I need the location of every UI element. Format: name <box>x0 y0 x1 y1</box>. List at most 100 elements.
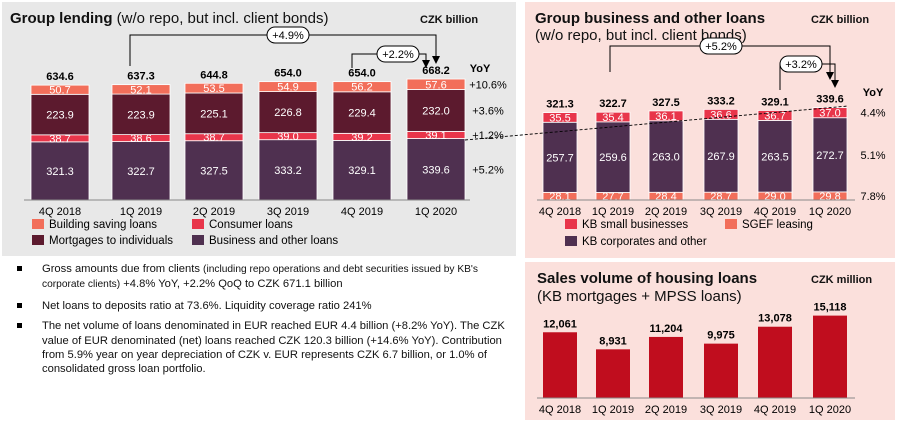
legend-swatch <box>192 235 204 245</box>
housing-sales-subtitle: (KB mortgages + MPSS loans) <box>537 288 742 305</box>
data-label: 35.4 <box>602 112 623 124</box>
bullet-square-icon <box>17 323 22 329</box>
data-label: 54.9 <box>277 82 298 94</box>
data-label: 37.0 <box>819 108 840 120</box>
group-lending-chart: 321.3 38.7 223.9 50.7 634.6 4Q 2018 322.7 38.6 2… <box>24 26 507 247</box>
category-label: 4Q 2019 <box>341 206 383 218</box>
data-label: 28.1 <box>549 191 570 203</box>
total-label: 339.6 <box>816 94 844 106</box>
group-business-panel: Group business and other loans (w/o repo… <box>525 2 895 258</box>
data-label: 272.7 <box>816 150 844 162</box>
bar-segment <box>111 84 171 95</box>
bullet-square-icon <box>17 266 22 271</box>
bullet-item: The net volume of loans denominated in E… <box>14 319 518 377</box>
data-label: 38.6 <box>130 133 151 145</box>
data-label: 29.0 <box>764 191 785 203</box>
bar-segment <box>406 78 466 90</box>
total-label: 329.1 <box>761 96 789 108</box>
total-label: 321.3 <box>546 99 574 111</box>
data-label: 35.5 <box>549 112 570 124</box>
data-label: 28.7 <box>710 191 731 203</box>
bar-segment <box>332 81 392 93</box>
data-label: 56.2 <box>351 82 372 94</box>
bar-segment <box>111 93 171 136</box>
data-label: 321.3 <box>46 166 74 178</box>
data-label: 329.1 <box>348 165 376 177</box>
data-label: 267.9 <box>707 151 735 163</box>
data-label: 11,204 <box>649 323 683 335</box>
group-business-title: Group business and other loans <box>535 10 766 27</box>
data-label: 223.9 <box>127 109 155 121</box>
data-label: 29.8 <box>819 191 840 203</box>
bar-segment <box>332 140 392 201</box>
total-label: 654.0 <box>348 68 376 80</box>
legend-label: Building saving loans <box>49 219 157 231</box>
yoy-header: YoY <box>863 87 884 99</box>
legend-swatch <box>32 235 44 245</box>
yoy-value: 5.1% <box>860 150 885 162</box>
housing-sales-panel: Sales volume of housing loans (KB mortga… <box>525 262 895 420</box>
bar-segment <box>258 139 318 201</box>
total-label: 654.0 <box>274 68 302 80</box>
bar <box>596 349 630 398</box>
data-label: 39.0 <box>277 131 298 143</box>
group-lending-panel: Group lending (w/o repo, but incl. clien… <box>2 2 516 256</box>
bar-segment <box>30 84 90 95</box>
legend-swatch <box>192 219 204 229</box>
bar <box>543 332 577 398</box>
data-label: 57.6 <box>425 79 446 91</box>
total-label: 637.3 <box>127 71 155 83</box>
data-label: 15,118 <box>813 302 846 314</box>
category-label: 1Q 2019 <box>592 206 634 218</box>
category-label: 1Q 2020 <box>809 404 851 416</box>
yoy-header: YoY <box>470 63 491 75</box>
category-label: 2Q 2019 <box>193 206 235 218</box>
data-label: 28.4 <box>655 191 676 203</box>
housing-sales-title: Sales volume of housing loans <box>537 270 758 287</box>
growth-arrow-label: +4.9% <box>272 30 304 42</box>
legend-label: Business and other loans <box>209 235 338 247</box>
category-label: 1Q 2019 <box>120 206 162 218</box>
bar-segment <box>258 81 318 92</box>
data-label: 333.2 <box>274 165 302 177</box>
growth-arrow-badge <box>779 55 823 73</box>
data-label: 13,078 <box>758 313 792 325</box>
legend-label: KB corporates and other <box>582 236 707 248</box>
housing-sales-chart: 12,061 4Q 2018 8,931 1Q 2019 11,204 2Q 2019 9,… <box>537 302 855 416</box>
total-label: 634.6 <box>46 71 74 83</box>
legend-swatch <box>32 219 44 229</box>
category-label: 2Q 2019 <box>645 404 687 416</box>
bar-segment <box>406 138 466 201</box>
growth-arrow-badge <box>699 37 743 55</box>
legend-label: Mortgages to individuals <box>49 235 173 247</box>
category-label: 1Q 2020 <box>809 206 851 218</box>
category-label: 4Q 2019 <box>754 206 796 218</box>
bar <box>813 315 847 398</box>
data-label: 9,975 <box>707 330 735 342</box>
category-label: 1Q 2020 <box>415 206 457 218</box>
group-business-unit: CZK billion <box>811 14 870 26</box>
data-label: 36.7 <box>764 110 785 122</box>
bar-segment <box>184 82 244 94</box>
data-label: 263.0 <box>652 152 680 164</box>
data-label: 339.6 <box>422 164 450 176</box>
total-label: 668.2 <box>422 65 450 77</box>
data-label: 50.7 <box>49 85 70 97</box>
data-label: 259.6 <box>599 152 627 164</box>
data-label: 39.2 <box>351 132 372 144</box>
housing-sales-unit: CZK million <box>811 274 873 286</box>
growth-arrow-badge <box>376 45 420 63</box>
total-label: 327.5 <box>652 97 680 109</box>
data-label: 38.7 <box>203 132 224 144</box>
legend-swatch <box>725 219 737 229</box>
group-lending-unit: CZK billion <box>420 14 479 26</box>
legend-swatch <box>565 219 577 229</box>
bar <box>758 326 792 398</box>
yoy-value: 4.4% <box>860 108 885 120</box>
total-label: 644.8 <box>200 69 228 81</box>
total-label: 322.7 <box>599 98 627 110</box>
bar-segment <box>406 89 466 132</box>
growth-arrow-label: +5.2% <box>705 41 737 53</box>
bar-segment <box>30 141 90 201</box>
